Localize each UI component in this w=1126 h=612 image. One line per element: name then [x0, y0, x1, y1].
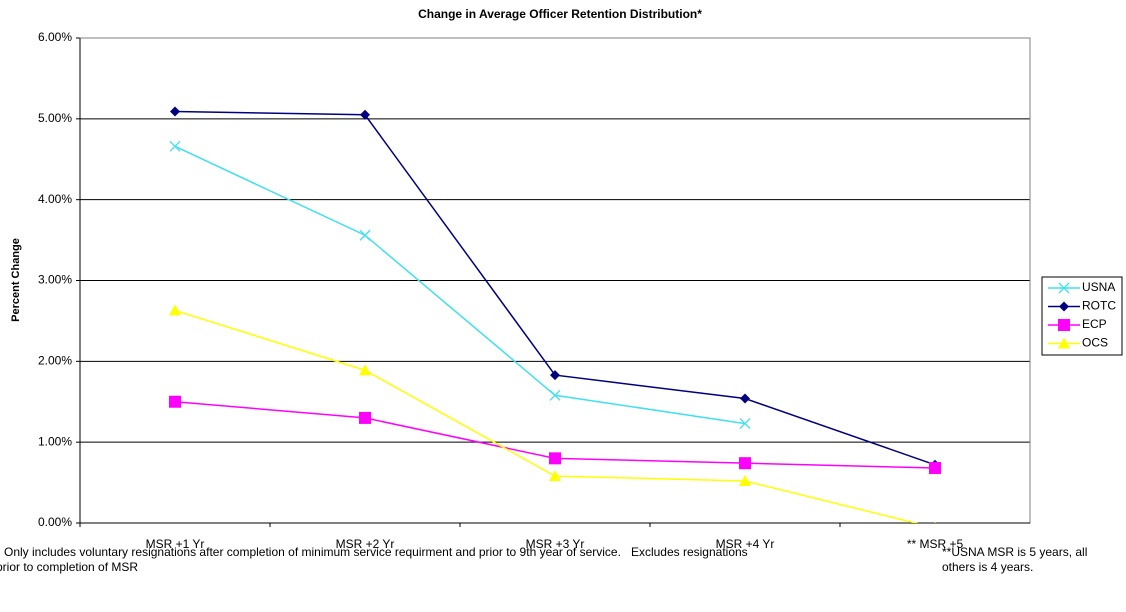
data-point [169, 395, 181, 408]
series-line [174, 145, 746, 425]
data-point [360, 109, 370, 120]
data-point [359, 229, 371, 241]
footnote: Only includes voluntary resignations aft… [4, 545, 748, 559]
footnote: prior to completion of MSR [0, 560, 138, 574]
y-tick-label: 2.00% [38, 354, 72, 368]
data-point [169, 140, 181, 152]
legend-marker [1058, 282, 1070, 294]
data-point [929, 462, 941, 475]
data-point [169, 304, 181, 316]
data-point [739, 418, 751, 430]
legend-label: ECP [1082, 317, 1107, 331]
y-tick-label: 5.00% [38, 111, 72, 125]
legend-label: OCS [1082, 336, 1108, 350]
y-tick-label: 3.00% [38, 273, 72, 287]
data-point [549, 452, 561, 465]
side-note: **USNA MSR is 5 years, all [942, 545, 1087, 559]
x-tick-label: ** MSR +5 [907, 537, 964, 551]
legend-marker [1059, 301, 1069, 312]
y-tick-label: 0.00% [38, 515, 72, 529]
legend-label: USNA [1082, 280, 1115, 294]
y-axis-title: Percent Change [10, 238, 22, 322]
data-point [549, 470, 561, 482]
y-tick-label: 1.00% [38, 434, 72, 448]
data-point [550, 370, 560, 381]
data-point [359, 411, 371, 424]
data-point [934, 521, 936, 523]
legend-box [1041, 276, 1123, 356]
data-point [170, 106, 180, 117]
y-tick-label: 4.00% [38, 192, 72, 206]
y-tick-label: 6.00% [38, 30, 72, 44]
legend-marker [1058, 319, 1070, 331]
data-point [739, 474, 751, 486]
data-point [739, 457, 751, 470]
legend-marker [1058, 337, 1070, 349]
plot-series [169, 106, 941, 523]
data-point [549, 389, 561, 401]
x-tick-label: MSR +4 Yr [716, 537, 775, 551]
data-point [740, 393, 750, 404]
chart-title: Change in Average Officer Retention Dist… [418, 7, 702, 21]
data-point [359, 364, 371, 376]
x-tick-label: MSR +1 Yr [146, 537, 205, 551]
x-tick-label: MSR +2 Yr [336, 537, 395, 551]
x-tick-label: MSR +3 Yr [526, 537, 585, 551]
legend-label: ROTC [1082, 299, 1116, 313]
side-note: others is 4 years. [942, 560, 1033, 574]
